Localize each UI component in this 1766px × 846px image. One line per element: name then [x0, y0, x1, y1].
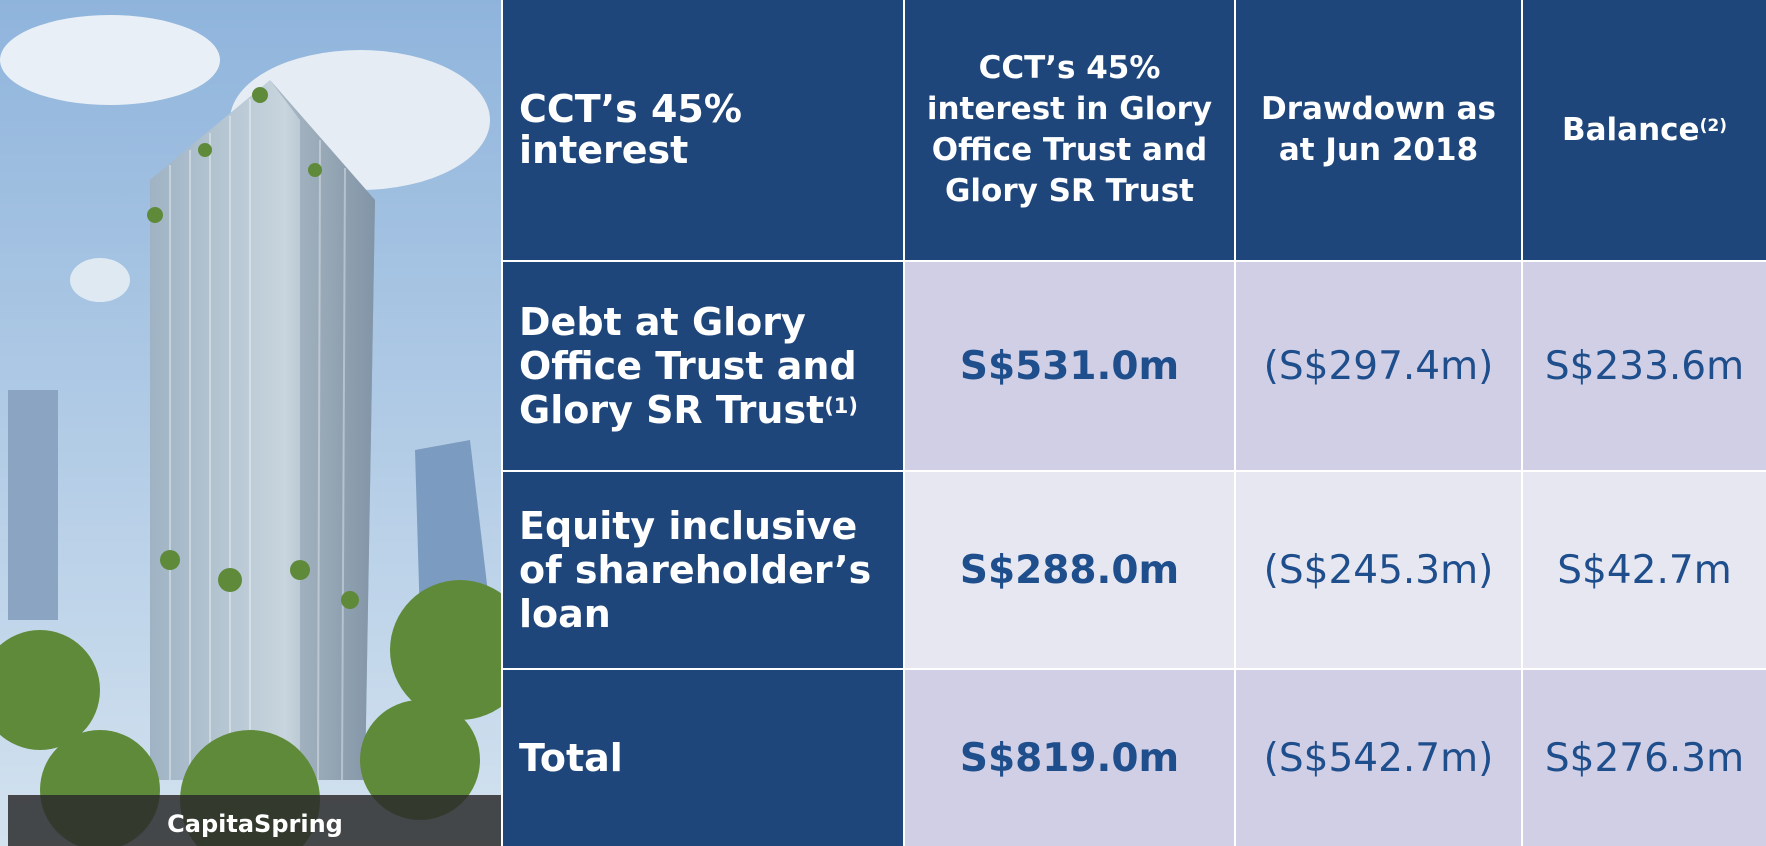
- cell-text: CCT’s 45% interest: [519, 89, 897, 171]
- text: CCT’s 45% interest in Glory Office Trust…: [926, 50, 1213, 209]
- text: Total: [519, 736, 623, 780]
- cell-text: CCT’s 45% interest in Glory Office Trust…: [911, 48, 1228, 212]
- value: S$233.6m: [1544, 343, 1745, 389]
- value-cell: S$42.7m: [1523, 472, 1766, 668]
- value: S$42.7m: [1557, 547, 1732, 593]
- value-cell: S$531.0m: [905, 262, 1234, 470]
- header-cell: CCT’s 45% interest: [503, 0, 903, 260]
- value-cell: (S$542.7m): [1236, 670, 1521, 846]
- value-cell: S$819.0m: [905, 670, 1234, 846]
- value: S$531.0m: [959, 343, 1180, 389]
- value: S$819.0m: [959, 735, 1180, 781]
- header-cell: Balance(2): [1523, 0, 1766, 260]
- value-cell: S$288.0m: [905, 472, 1234, 668]
- text: CCT’s 45% interest: [519, 87, 742, 172]
- value: (S$245.3m): [1263, 547, 1494, 593]
- table: CCT’s 45% interest CCT’s 45% interest in …: [503, 0, 1766, 846]
- footnote-mark: (2): [1699, 115, 1727, 136]
- text: Balance: [1562, 111, 1700, 148]
- value-cell: S$233.6m: [1523, 262, 1766, 470]
- cell-text: Equity inclusive of shareholder’s loan: [519, 504, 887, 636]
- row-label: Total: [503, 670, 903, 846]
- text: Equity inclusive of shareholder’s loan: [519, 504, 872, 636]
- cell-text: Drawdown as at Jun 2018: [1242, 89, 1515, 171]
- photo-caption: CapitaSpring: [167, 810, 343, 838]
- footnote-mark: (1): [824, 394, 858, 418]
- value-cell: (S$245.3m): [1236, 472, 1521, 668]
- cell-text: Total: [519, 736, 623, 780]
- text: Debt at Glory Office Trust and Glory SR …: [519, 300, 857, 432]
- value-cell: (S$297.4m): [1236, 262, 1521, 470]
- value: S$288.0m: [959, 547, 1180, 593]
- header-cell: CCT’s 45% interest in Glory Office Trust…: [905, 0, 1234, 260]
- header-cell: Drawdown as at Jun 2018: [1236, 0, 1521, 260]
- value-cell: S$276.3m: [1523, 670, 1766, 846]
- value: (S$297.4m): [1263, 343, 1494, 389]
- cell-text: Balance(2): [1562, 110, 1727, 151]
- building-photo: CapitaSpring: [0, 0, 501, 846]
- value: (S$542.7m): [1263, 735, 1494, 781]
- cell-text: Debt at Glory Office Trust and Glory SR …: [519, 300, 887, 432]
- text: Drawdown as at Jun 2018: [1261, 91, 1496, 168]
- row-label: Debt at Glory Office Trust and Glory SR …: [503, 262, 903, 470]
- value: S$276.3m: [1544, 735, 1745, 781]
- row-label: Equity inclusive of shareholder’s loan: [503, 472, 903, 668]
